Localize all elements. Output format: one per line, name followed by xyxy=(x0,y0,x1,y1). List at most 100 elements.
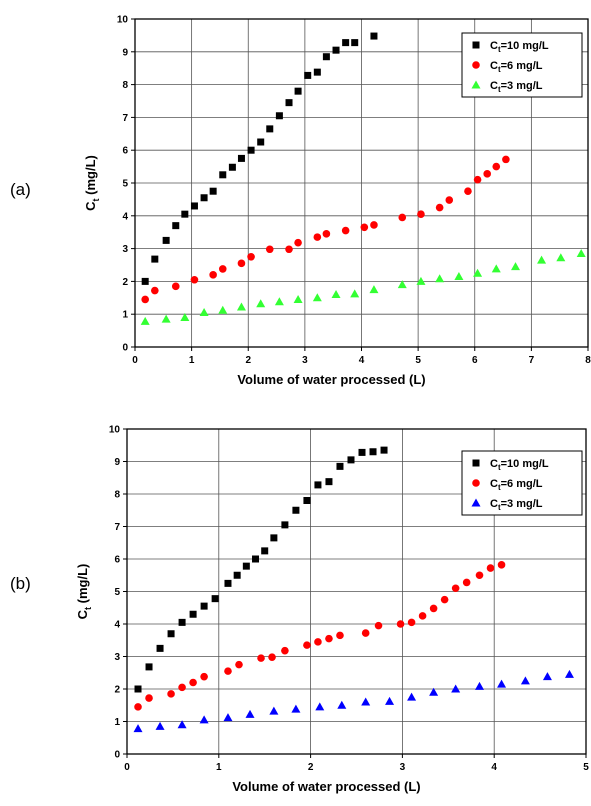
data-point xyxy=(385,696,395,705)
y-tick-label: 8 xyxy=(122,80,128,91)
data-point xyxy=(219,171,227,179)
data-point xyxy=(189,610,197,618)
data-point xyxy=(294,87,302,95)
data-point xyxy=(151,255,159,263)
data-point xyxy=(134,685,142,693)
data-point xyxy=(167,690,175,698)
data-point xyxy=(181,210,189,218)
data-point xyxy=(361,629,370,637)
data-point xyxy=(292,506,300,514)
series-1 xyxy=(134,561,506,711)
data-point xyxy=(265,245,274,254)
data-point xyxy=(261,547,269,555)
data-point xyxy=(237,154,245,162)
data-point xyxy=(312,293,322,302)
series-0 xyxy=(141,32,378,285)
legend-marker xyxy=(472,479,480,487)
x-axis-title: Volume of water processed (L) xyxy=(237,372,425,387)
legend-box xyxy=(461,32,583,98)
y-tick-label: 0 xyxy=(114,750,120,761)
data-point xyxy=(233,571,241,579)
data-point xyxy=(361,697,371,706)
data-point xyxy=(370,32,378,40)
data-point xyxy=(199,308,209,317)
legend-label: Ct=3 mg/L xyxy=(490,498,543,512)
data-point xyxy=(331,290,341,299)
data-point xyxy=(247,146,255,154)
y-tick-label: 10 xyxy=(117,15,129,26)
data-point xyxy=(167,630,175,638)
data-point xyxy=(483,170,492,178)
legend-marker xyxy=(471,80,481,89)
y-tick-label: 8 xyxy=(114,490,120,501)
y-tick-label: 6 xyxy=(122,146,128,157)
series-2 xyxy=(140,249,586,325)
y-tick-label: 9 xyxy=(122,47,128,58)
data-point xyxy=(374,621,383,630)
data-point xyxy=(440,595,449,604)
data-point xyxy=(325,634,333,643)
data-point xyxy=(275,112,283,120)
y-tick-label: 5 xyxy=(114,587,120,598)
y-tick-label: 3 xyxy=(114,652,120,663)
data-point xyxy=(266,125,274,133)
data-point xyxy=(429,687,439,696)
legend-label: Ct=10 mg/L xyxy=(490,40,549,54)
panel-label-b: (b) xyxy=(10,574,31,593)
series-2 xyxy=(133,669,574,733)
data-point xyxy=(303,641,311,649)
data-point xyxy=(502,155,510,164)
x-tick-label: 7 xyxy=(529,355,535,366)
data-point xyxy=(218,305,228,314)
data-point xyxy=(134,703,142,711)
data-point xyxy=(396,620,405,628)
data-point xyxy=(237,259,246,268)
data-point xyxy=(172,222,180,230)
data-point xyxy=(281,646,289,655)
data-point xyxy=(242,562,250,570)
x-tick-label: 2 xyxy=(308,762,314,773)
data-point xyxy=(245,709,255,718)
data-point xyxy=(252,555,260,563)
data-point xyxy=(257,654,265,662)
series-1 xyxy=(141,155,510,304)
data-point xyxy=(416,276,426,285)
x-tick-label: 6 xyxy=(472,355,478,366)
data-point xyxy=(304,71,312,79)
data-point xyxy=(473,175,482,184)
data-point xyxy=(199,715,209,724)
y-tick-label: 2 xyxy=(122,277,128,288)
data-point xyxy=(445,196,454,204)
x-tick-label: 4 xyxy=(491,762,497,773)
x-tick-label: 0 xyxy=(124,762,130,773)
x-tick-label: 8 xyxy=(585,355,591,366)
data-point xyxy=(291,704,301,713)
data-point xyxy=(358,448,366,456)
data-point xyxy=(325,478,333,486)
y-tick-label: 7 xyxy=(122,113,128,124)
data-point xyxy=(269,706,279,715)
data-point xyxy=(314,638,322,646)
data-point xyxy=(486,564,495,572)
data-point xyxy=(315,702,325,711)
y-tick-label: 10 xyxy=(109,425,121,436)
data-point xyxy=(151,286,159,295)
data-point xyxy=(462,578,471,587)
data-point xyxy=(224,579,232,587)
data-point xyxy=(342,39,350,47)
data-point xyxy=(464,187,472,195)
legend-label: Ct=10 mg/L xyxy=(490,458,549,472)
data-point xyxy=(497,561,506,569)
data-point xyxy=(162,236,170,244)
y-tick-label: 5 xyxy=(122,179,128,190)
data-point xyxy=(145,663,153,671)
data-point xyxy=(218,265,227,273)
data-point xyxy=(294,238,302,247)
data-point xyxy=(454,271,464,280)
y-tick-label: 1 xyxy=(122,310,128,321)
data-point xyxy=(209,271,217,279)
data-point xyxy=(451,684,461,693)
legend: Ct=10 mg/L Ct=6 mg/L Ct=3 mg/L xyxy=(461,32,583,98)
data-point xyxy=(475,681,485,690)
data-point xyxy=(351,39,359,47)
